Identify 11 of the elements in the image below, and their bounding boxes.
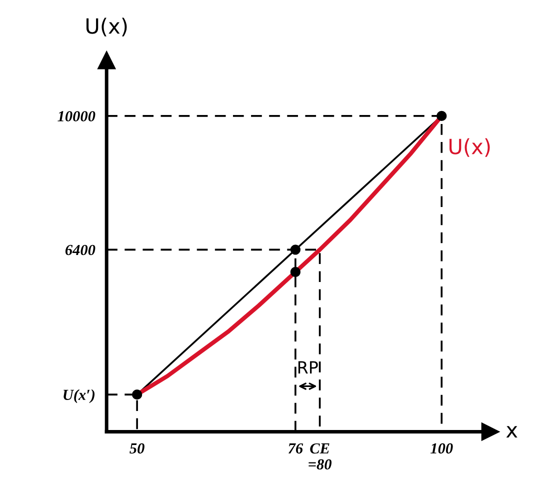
x-tick-label: 76 xyxy=(288,443,304,454)
annotation: RP xyxy=(298,361,318,374)
y-tick-label: 10000 xyxy=(58,111,96,122)
y-axis-title: U(x) xyxy=(86,18,127,36)
y-tick-label: U(x′) xyxy=(64,389,95,404)
x-axis-title: x xyxy=(506,426,518,438)
x-tick-label: 100 xyxy=(430,443,453,454)
x-tick-label: 50 xyxy=(130,443,144,454)
x-tick-label: CE =80 xyxy=(308,443,332,470)
y-tick-label: 6400 xyxy=(65,244,96,256)
series-label: U(x) xyxy=(450,138,490,157)
